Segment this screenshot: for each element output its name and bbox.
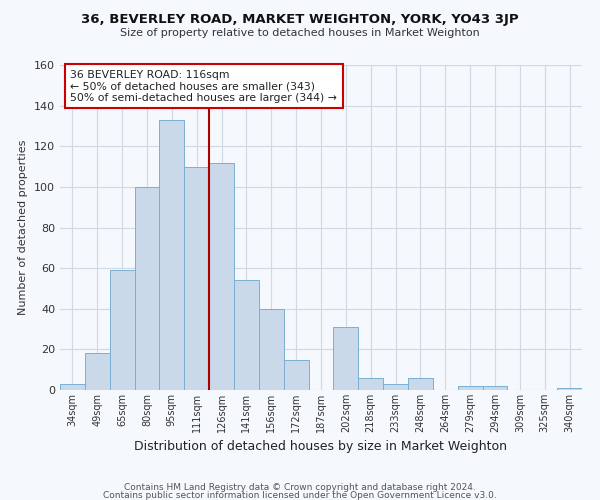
Bar xyxy=(60,384,85,390)
Text: 36 BEVERLEY ROAD: 116sqm
← 50% of detached houses are smaller (343)
50% of semi-: 36 BEVERLEY ROAD: 116sqm ← 50% of detach… xyxy=(70,70,337,103)
Bar xyxy=(160,120,184,390)
X-axis label: Distribution of detached houses by size in Market Weighton: Distribution of detached houses by size … xyxy=(134,440,508,454)
Y-axis label: Number of detached properties: Number of detached properties xyxy=(19,140,28,315)
Bar xyxy=(334,327,358,390)
Bar xyxy=(259,308,284,390)
Bar xyxy=(482,386,508,390)
Bar xyxy=(408,378,433,390)
Bar xyxy=(458,386,482,390)
Bar xyxy=(234,280,259,390)
Text: Contains public sector information licensed under the Open Government Licence v3: Contains public sector information licen… xyxy=(103,492,497,500)
Bar xyxy=(557,388,582,390)
Text: Contains HM Land Registry data © Crown copyright and database right 2024.: Contains HM Land Registry data © Crown c… xyxy=(124,483,476,492)
Text: 36, BEVERLEY ROAD, MARKET WEIGHTON, YORK, YO43 3JP: 36, BEVERLEY ROAD, MARKET WEIGHTON, YORK… xyxy=(81,12,519,26)
Bar xyxy=(184,166,209,390)
Text: Size of property relative to detached houses in Market Weighton: Size of property relative to detached ho… xyxy=(120,28,480,38)
Bar xyxy=(284,360,308,390)
Bar xyxy=(358,378,383,390)
Bar xyxy=(85,354,110,390)
Bar xyxy=(134,187,160,390)
Bar xyxy=(209,162,234,390)
Bar xyxy=(383,384,408,390)
Bar xyxy=(110,270,134,390)
